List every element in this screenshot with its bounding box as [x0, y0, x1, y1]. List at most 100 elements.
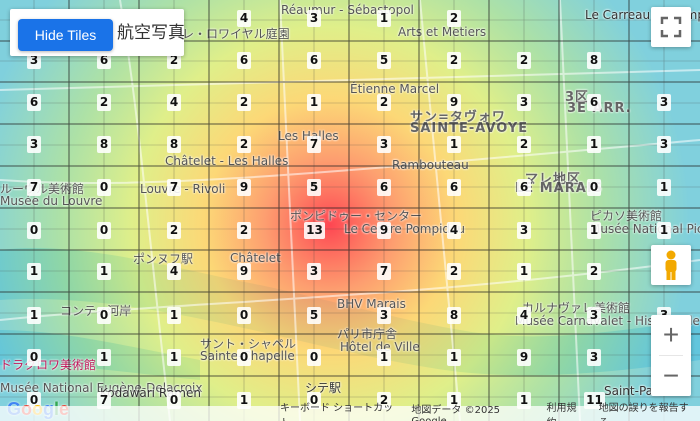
map-label: コンティ河岸 — [60, 304, 132, 318]
tile-count-label: 1 — [167, 307, 181, 324]
tile-count-label: 1 — [447, 136, 461, 153]
terms-link[interactable]: 利用規約 — [546, 402, 577, 421]
tile-count-label: 9 — [237, 263, 251, 280]
tile-count-label: 1 — [447, 392, 461, 409]
tile-count-label: 3 — [377, 136, 391, 153]
hide-tiles-button[interactable]: Hide Tiles — [18, 19, 113, 51]
tile-count-label: 2 — [587, 263, 601, 280]
tile-count-label: 11 — [584, 392, 605, 409]
tile-count-label: 2 — [517, 136, 531, 153]
tile-count-label: 1 — [587, 136, 601, 153]
tile-count-label: 5 — [307, 307, 321, 324]
tile-count-label: 6 — [447, 179, 461, 196]
map-label: 3区 — [565, 90, 590, 105]
tile-count-label: 4 — [167, 263, 181, 280]
map-label: Étienne Marcel — [350, 82, 440, 96]
map-label: LE MARAIS — [515, 181, 603, 196]
tile-count-label: 2 — [237, 222, 251, 239]
tile-count-label: 8 — [447, 307, 461, 324]
map-label: Musée National Picasso-Paris — [590, 222, 700, 236]
tile-count-label: 3 — [27, 136, 41, 153]
tile-count-label: 1 — [307, 94, 321, 111]
tile-count-label: 0 — [167, 392, 181, 409]
zoom-in-button[interactable]: + — [662, 319, 680, 350]
tile-count-label: 8 — [587, 52, 601, 69]
map-label: ドラクロワ美術館 — [0, 358, 97, 372]
tile-count-label: 4 — [517, 307, 531, 324]
tile-count-label: 7 — [167, 179, 181, 196]
map-label: Châtelet - Les Halles — [165, 154, 289, 168]
tile-count-label: 3 — [657, 136, 671, 153]
map-label: SAINTE-AVOYE — [410, 121, 529, 136]
tile-count-label: 0 — [97, 307, 111, 324]
tile-count-label: 9 — [447, 94, 461, 111]
tile-count-label: 1 — [447, 349, 461, 366]
tile-count-label: 0 — [307, 349, 321, 366]
map-label: Réaumur - Sébastopol — [281, 3, 414, 17]
tile-count-label: 4 — [447, 222, 461, 239]
tile-count-label: 0 — [97, 179, 111, 196]
street-view-button[interactable] — [651, 245, 691, 285]
tile-count-label: 5 — [307, 179, 321, 196]
tile-count-label: 0 — [27, 392, 41, 409]
tile-count-label: 7 — [97, 392, 111, 409]
map-label: Saint-Paul — [604, 384, 664, 398]
map-label: Hôtel de Ville — [340, 340, 420, 354]
map-label: ピカソ美術館 — [590, 209, 663, 223]
tile-count-label: 1 — [377, 10, 391, 27]
tile-count-label: 7 — [27, 179, 41, 196]
tile-count-label: 5 — [377, 52, 391, 69]
map-label: Musée du Louvre — [0, 194, 103, 208]
map-label: Arts et Metiers — [398, 25, 487, 39]
zoom-divider — [659, 355, 683, 356]
tile-count-label: 2 — [237, 136, 251, 153]
tile-count-label: 2 — [97, 94, 111, 111]
keyboard-shortcuts-link[interactable]: キーボード ショートカット — [280, 402, 394, 421]
map-label: Châtelet — [230, 251, 281, 265]
map-label: ルーヴル美術館 — [0, 182, 85, 196]
tile-count-label: 2 — [377, 94, 391, 111]
tile-count-label: 1 — [167, 349, 181, 366]
tile-count-label: 1 — [27, 307, 41, 324]
tile-count-label: 6 — [97, 52, 111, 69]
fullscreen-icon — [660, 16, 682, 38]
fullscreen-button[interactable] — [651, 7, 691, 47]
tile-count-label: 3 — [587, 307, 601, 324]
tile-count-label: 1 — [657, 222, 671, 239]
tile-count-label: 1 — [377, 349, 391, 366]
tile-count-label: 2 — [517, 52, 531, 69]
tile-count-label: 0 — [27, 349, 41, 366]
tile-count-label: 2 — [167, 52, 181, 69]
tile-count-label: 7 — [377, 263, 391, 280]
tile-count-label: 6 — [237, 52, 251, 69]
map-label: ポンピドゥー・センター — [290, 209, 423, 223]
tile-count-label: 2 — [167, 222, 181, 239]
tile-count-label: 3 — [307, 263, 321, 280]
satellite-toggle[interactable]: 航空写真 — [117, 23, 185, 43]
tile-count-label: 6 — [307, 52, 321, 69]
tile-count-label: 0 — [27, 222, 41, 239]
tile-count-label: 13 — [304, 222, 325, 239]
tile-count-label: 2 — [447, 263, 461, 280]
tile-count-label: 1 — [657, 179, 671, 196]
tile-count-label: 9 — [377, 222, 391, 239]
tile-count-label: 0 — [237, 349, 251, 366]
map-footer: キーボード ショートカット 地図データ ©2025 Google 利用規約 地図… — [0, 403, 700, 421]
map-label: Kodawari Ramen — [100, 386, 201, 400]
zoom-out-button[interactable]: − — [662, 360, 680, 391]
map-label: Rambouteau — [392, 158, 469, 172]
tile-count-label: 2 — [377, 392, 391, 409]
tile-count-label: 1 — [27, 263, 41, 280]
tile-count-label: 6 — [377, 179, 391, 196]
zoom-control: + − — [651, 315, 691, 396]
tile-count-label: 0 — [307, 392, 321, 409]
map-label: カルナヴァレ美術館 — [522, 301, 631, 315]
report-error-link[interactable]: 地図の誤りを報告する — [598, 402, 689, 421]
map-label: マレ地区 — [525, 172, 582, 187]
tile-count-label: 1 — [587, 222, 601, 239]
map-label: BHV Marais — [337, 297, 406, 311]
tile-count-label: 8 — [97, 136, 111, 153]
tile-count-label: 1 — [517, 392, 531, 409]
tile-count-label: 0 — [587, 179, 601, 196]
